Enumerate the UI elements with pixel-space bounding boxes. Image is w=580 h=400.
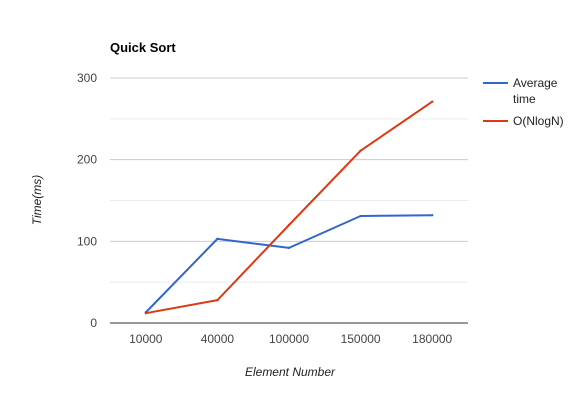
- x-axis-ticks: 10000 40000 100000 150000 180000: [129, 332, 452, 346]
- legend-label: O(NlogN): [513, 114, 564, 128]
- y-tick-label: 100: [77, 234, 97, 248]
- series-line-0: [145, 214, 433, 314]
- data-point: [359, 149, 362, 152]
- x-tick-label: 100000: [269, 332, 309, 346]
- x-tick-label: 150000: [341, 332, 381, 346]
- y-axis-label: Time(ms): [30, 175, 44, 226]
- data-point: [216, 298, 219, 302]
- data-point: [144, 312, 147, 315]
- data-point: [287, 246, 291, 250]
- series-lines: [144, 100, 434, 315]
- x-tick-label: 10000: [129, 332, 163, 346]
- gridlines: [110, 77, 468, 324]
- series-line-1: [145, 100, 433, 315]
- y-tick-label: 200: [77, 153, 97, 167]
- x-tick-label: 180000: [412, 332, 452, 346]
- data-point: [431, 214, 434, 217]
- legend-label: Average time: [513, 76, 558, 106]
- chart-title: Quick Sort: [110, 40, 176, 55]
- legend: Average time O(NlogN): [483, 76, 564, 128]
- x-tick-label: 40000: [201, 332, 235, 346]
- y-axis-ticks: 0 100 200 300: [77, 71, 97, 330]
- data-point: [359, 214, 362, 218]
- data-point: [287, 223, 291, 227]
- data-point: [431, 100, 434, 103]
- x-axis-label: Element Number: [245, 365, 336, 379]
- y-tick-label: 0: [90, 316, 97, 330]
- data-point: [216, 237, 219, 241]
- y-tick-label: 300: [77, 71, 97, 85]
